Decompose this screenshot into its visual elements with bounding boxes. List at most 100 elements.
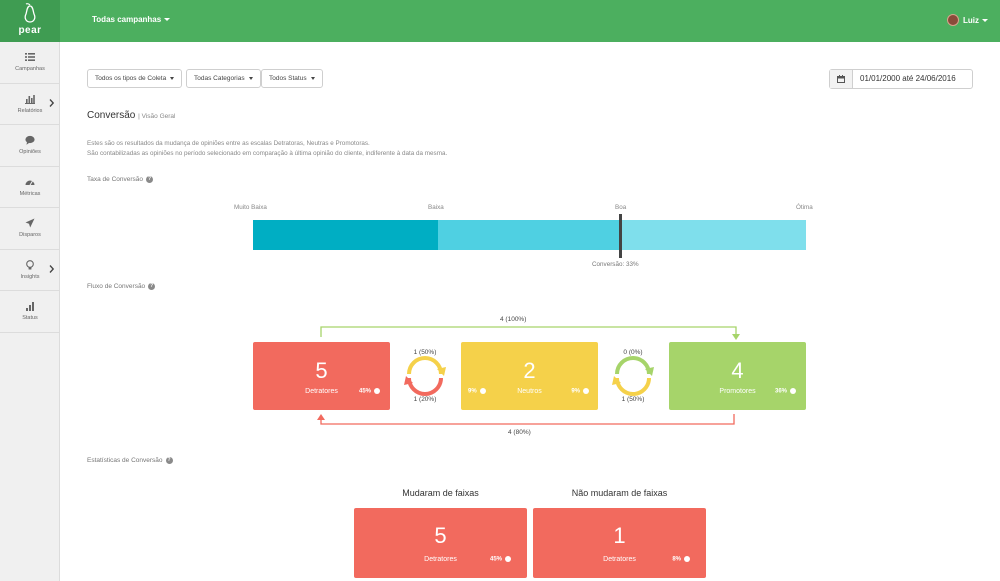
chevron-right-icon	[49, 264, 54, 273]
categories-dropdown[interactable]: Todas Categorias	[186, 69, 261, 88]
top-flow-arrow	[320, 326, 740, 340]
chevron-right-icon	[49, 98, 54, 107]
info-icon[interactable]	[505, 556, 511, 562]
percent-value: 36%	[774, 388, 787, 395]
unchanged-percent: 8%	[672, 556, 690, 563]
page-description: Estes são os resultados da mudança de op…	[87, 139, 447, 159]
detractors-percent: 45%	[359, 388, 380, 395]
neutrals-percent-left: 9%	[468, 388, 486, 395]
neutrals-box[interactable]: 2 Neutros 9% 9%	[461, 342, 598, 410]
scale-label-boa: Boa	[615, 204, 627, 211]
sidebar-item-label: Status	[22, 315, 38, 321]
conversion-bar-segment-high	[621, 220, 806, 250]
scale-label-otima: Ótima	[796, 204, 813, 211]
right-cycle-bottom-label: 1 (50%)	[621, 396, 645, 403]
promoters-box[interactable]: 4 Promotores 36%	[669, 342, 806, 410]
percent-value: 45%	[489, 556, 502, 563]
description-line: Estes são os resultados da mudança de op…	[87, 140, 370, 147]
date-range-value: 01/01/2000 até 24/06/2016	[860, 74, 956, 83]
percent-value: 9%	[571, 388, 580, 395]
logo-text: pear	[18, 25, 42, 36]
top-arrow-label: 4 (100%)	[500, 316, 527, 323]
scale-label-baixa: Baixa	[428, 204, 444, 211]
info-icon[interactable]	[374, 388, 380, 394]
chevron-down-icon	[310, 76, 315, 80]
stats-label: Estatísticas de Conversão?	[87, 457, 173, 464]
scale-label-muito-baixa: Muito Baixa	[234, 204, 267, 211]
user-menu[interactable]: Luiz	[947, 14, 988, 26]
help-icon[interactable]: ?	[148, 283, 156, 290]
percent-value: 8%	[672, 556, 681, 563]
status-dropdown[interactable]: Todos Status	[261, 69, 323, 88]
changed-percent: 45%	[490, 556, 511, 563]
changed-title: Mudaram de faixas	[402, 488, 479, 498]
sidebar-item-metricas[interactable]: Métricas	[0, 167, 59, 208]
neutrals-percent-right: 9%	[571, 388, 589, 395]
left-cycle-bottom-label: 1 (20%)	[413, 396, 437, 403]
pear-logo-icon	[24, 3, 36, 23]
sidebar-item-label: Opiniões	[19, 149, 41, 155]
signal-icon	[26, 302, 34, 311]
section-label-text: Taxa de Conversão	[87, 176, 144, 184]
sidebar: Campanhas Relatórios Opiniões Métricas D…	[0, 42, 60, 581]
gauge-icon	[25, 180, 35, 185]
sidebar-item-status[interactable]: Status	[0, 291, 59, 333]
categories-label: Todas Categorias	[194, 75, 245, 82]
status-label: Todos Status	[269, 75, 307, 82]
right-cycle-top-label: 0 (0%)	[623, 349, 643, 356]
top-bar: pear Todas campanhas Luiz	[0, 0, 1000, 42]
date-range-picker[interactable]: 01/01/2000 até 24/06/2016	[829, 69, 973, 89]
conversion-rate-label: Taxa de Conversão?	[87, 176, 154, 184]
conversion-bar-segment-low	[253, 220, 438, 250]
page-subtitle: | Visão Geral	[138, 113, 176, 120]
sidebar-item-insights[interactable]: Insights	[0, 250, 59, 291]
app-logo[interactable]: pear	[0, 0, 60, 42]
percent-value: 9%	[468, 388, 477, 395]
changed-box[interactable]: 5 Detratores 45%	[354, 508, 527, 578]
detractors-name: Detratores	[305, 388, 338, 395]
sidebar-item-disparos[interactable]: Disparos	[0, 208, 59, 250]
info-icon[interactable]	[583, 388, 589, 394]
sidebar-item-opinioes[interactable]: Opiniões	[0, 125, 59, 167]
campaign-selector-label: Todas campanhas	[92, 15, 162, 24]
list-icon	[25, 53, 35, 61]
page-title: Conversão | Visão Geral	[87, 110, 175, 121]
bar-chart-icon	[25, 94, 35, 104]
bottom-flow-arrow	[317, 414, 735, 425]
detractors-box[interactable]: 5 Detratores 45%	[253, 342, 390, 410]
calendar-icon	[837, 75, 845, 83]
chevron-down-icon	[164, 18, 171, 22]
info-icon[interactable]	[790, 388, 796, 394]
sidebar-item-campanhas[interactable]: Campanhas	[0, 42, 59, 84]
avatar	[947, 14, 959, 26]
unchanged-count: 1	[613, 523, 626, 548]
changed-count: 5	[434, 523, 447, 548]
detractors-count: 5	[315, 358, 328, 383]
info-icon[interactable]	[479, 388, 486, 394]
collection-type-dropdown[interactable]: Todos os tipos de Coleta	[87, 69, 183, 88]
promoters-name: Promotores	[719, 388, 756, 395]
percent-value: 45%	[358, 388, 371, 395]
unchanged-title: Não mudaram de faixas	[571, 488, 668, 498]
date-icon-addon	[830, 70, 853, 88]
paper-plane-icon	[25, 218, 35, 228]
sidebar-item-label: Campanhas	[15, 66, 45, 72]
changed-name: Detratores	[424, 556, 457, 563]
chevron-down-icon	[982, 18, 988, 22]
campaign-selector[interactable]: Todas campanhas	[92, 15, 171, 24]
cycle-icon-left	[404, 356, 446, 396]
help-icon[interactable]: ?	[165, 457, 173, 464]
speech-bubble-icon	[25, 135, 35, 145]
neutrals-name: Neutros	[517, 388, 542, 395]
sidebar-item-label: Insights	[20, 273, 40, 280]
help-icon[interactable]: ?	[146, 176, 154, 183]
description-line: São contabilizadas as opiniões no períod…	[87, 150, 448, 157]
lightbulb-icon	[26, 259, 34, 269]
sidebar-item-label: Relatórios	[17, 107, 43, 114]
unchanged-box[interactable]: 1 Detratores 8%	[533, 508, 706, 578]
sidebar-item-relatorios[interactable]: Relatórios	[0, 84, 59, 125]
promoters-percent: 36%	[775, 388, 796, 395]
info-icon[interactable]	[684, 556, 690, 562]
cycle-icon-right	[612, 356, 654, 396]
